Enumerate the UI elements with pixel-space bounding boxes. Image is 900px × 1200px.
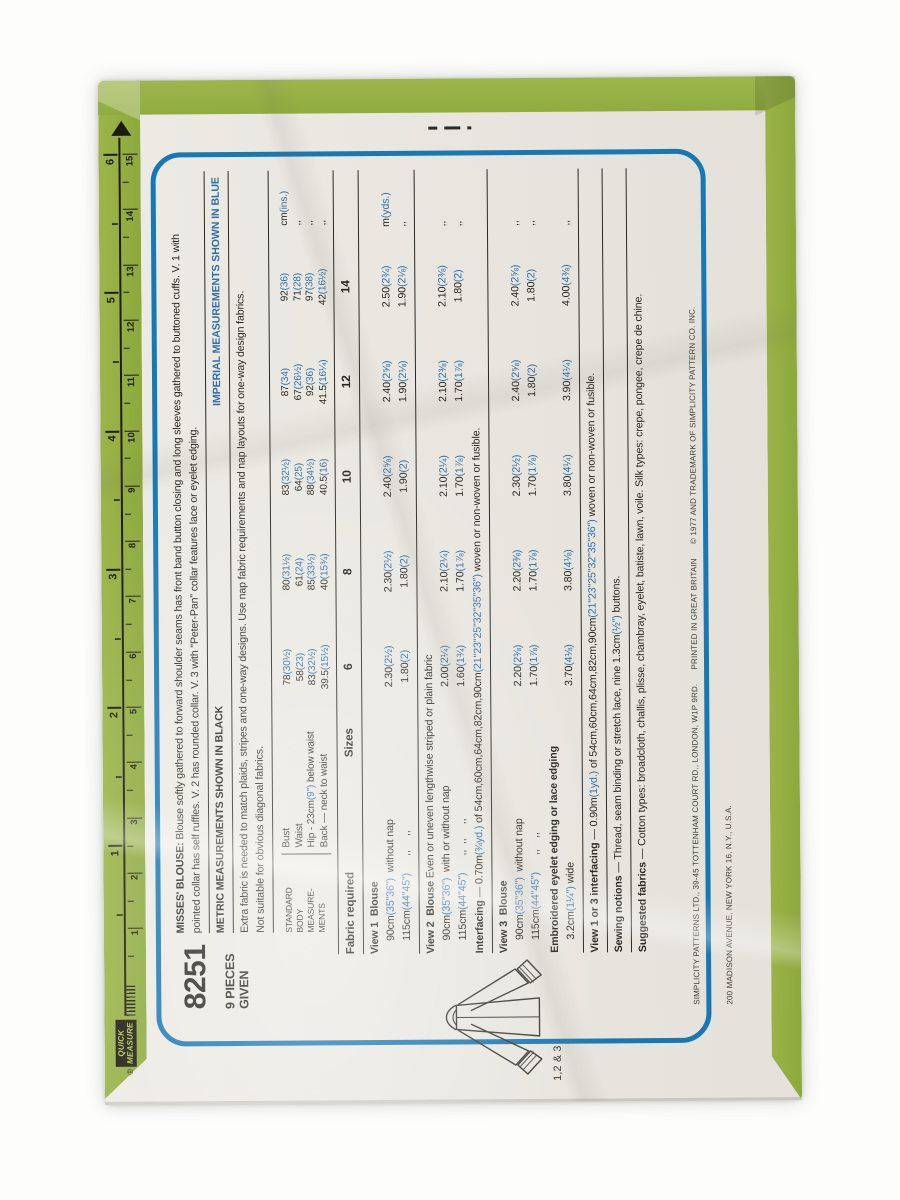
ruler-arrow-icon — [110, 120, 131, 136]
envelope-paper-edge — [105, 1097, 803, 1105]
view1-or-3-interfacing-note: View 1 or 3 interfacing — 0.90m(1yd.) of… — [584, 372, 602, 953]
pieces-given: 9 PIECES GIVEN — [223, 953, 252, 1010]
imprint-line2: 200 MADISON AVENUE, NEW YORK 16, N.Y., U… — [724, 805, 735, 1005]
body-measurements-size14: 92(36) 71(28) 97(38) 42(16½) — [279, 268, 329, 306]
metric-note: METRIC MEASUREMENTS SHOWN IN BLACK — [213, 705, 227, 934]
ruler-fine-ticks — [125, 985, 135, 1016]
cutoff-print-marks — [428, 126, 478, 130]
body-measurements-size10: 83(32½) 64(25) 88(34½) 40.5(16) — [280, 458, 330, 496]
divider — [267, 170, 274, 933]
imprint-line1: SIMPLICITY PATTERNS LTD., 39-45 TOTTENHA… — [687, 306, 702, 1005]
sizes-label: Sizes — [343, 728, 356, 758]
green-border-right — [97, 76, 796, 115]
printed-content: 8251 9 PIECES GIVEN MISSES' BLOUSE: Blou… — [168, 168, 701, 1081]
sewing-notions-note: Sewing notions — Thread, seam binding or… — [610, 575, 626, 953]
illustration-views-label: 1,2 & 3 — [551, 1045, 564, 1081]
publisher-imprint: SIMPLICITY PATTERNS LTD., 39-45 TOTTENHA… — [664, 172, 758, 1005]
blouse-line-drawing — [445, 959, 543, 1075]
quick-measure-label: QUICK MEASURE — [115, 1019, 137, 1067]
ruler-scale: 1 2 3 4 5 6 1 2 3 4 5 6 7 8 9 — [102, 137, 143, 1016]
suggested-fabrics-note: Suggested fabrics — Cotton types: broadc… — [632, 293, 650, 953]
body-measurements-table: STANDARD BODY MEASURE- MENTS Bust Waist … — [277, 170, 334, 954]
green-border-bottom — [765, 76, 802, 1100]
blouse-illustration: 1,2 & 3 — [441, 953, 564, 1082]
body-measurement-row-labels: Bust Waist Hip - 23cm(9") below waist Ba… — [280, 731, 332, 855]
body-measurements-size8: 80(31½) 61(24) 85(33½) 40(15¾) — [281, 553, 330, 591]
pattern-envelope-back: ® QUICK MEASURE 1 2 3 4 5 6 1 — [97, 76, 803, 1105]
body-measurements-size12: 87(34) 67(26½) 92(36) 41.5(16¼) — [279, 359, 329, 405]
size-header-row: Fabric required Sizes 6 8 10 12 14 — [338, 280, 358, 955]
registered-mark: ® — [125, 1068, 135, 1075]
fabric-required-label: Fabric required — [344, 871, 358, 955]
blue-border-frame: 8251 9 PIECES GIVEN MISSES' BLOUSE: Blou… — [150, 148, 712, 1081]
pattern-number: 8251 — [178, 944, 213, 1010]
quick-measure-ruler: ® QUICK MEASURE 1 2 3 4 5 6 1 — [101, 120, 145, 1075]
body-measurements-size6: 78(30½) 58(23) 83(32½) 39.5(15½) — [281, 644, 331, 690]
body-measurements-label: STANDARD BODY MEASURE- MENTS — [283, 887, 327, 933]
imperial-note: IMPERIAL MEASUREMENTS SHOWN IN BLUE — [209, 177, 224, 406]
body-measurements-units: cm(ins.) ,, ,, ,, — [278, 190, 328, 226]
